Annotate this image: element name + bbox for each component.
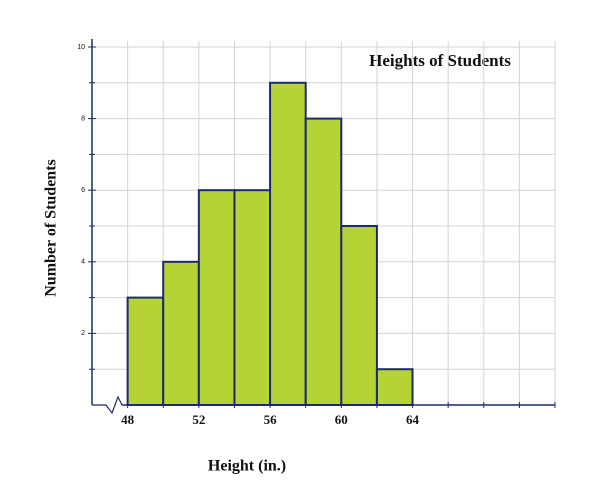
x-tick-label: 60 [335, 412, 348, 427]
chart-title: Heights of Students [369, 51, 511, 70]
axes: 2 4 6 8 10 48 52 56 60 64 [77, 39, 556, 427]
y-tick-label: 10 [77, 44, 85, 51]
bar [233, 189, 272, 406]
x-axis-label: Height (in.) [208, 458, 286, 475]
x-tick-label: 52 [192, 412, 205, 427]
bar [340, 225, 378, 406]
bar [304, 117, 343, 406]
bar [162, 260, 200, 406]
x-tick-label: 56 [264, 412, 278, 427]
bar [197, 189, 236, 406]
y-tick-label: 6 [81, 187, 85, 194]
axis-break [92, 395, 123, 415]
y-tick-label: 8 [81, 115, 85, 122]
y-tick-label: 2 [81, 330, 85, 337]
bar [126, 296, 165, 407]
bar [375, 368, 414, 407]
x-tick-label: 48 [121, 412, 135, 427]
bars [126, 81, 414, 407]
y-tick-label: 4 [81, 259, 85, 266]
x-tick-label: 64 [406, 412, 420, 427]
bar [269, 81, 307, 407]
y-axis-label: Number of Students [43, 159, 60, 297]
